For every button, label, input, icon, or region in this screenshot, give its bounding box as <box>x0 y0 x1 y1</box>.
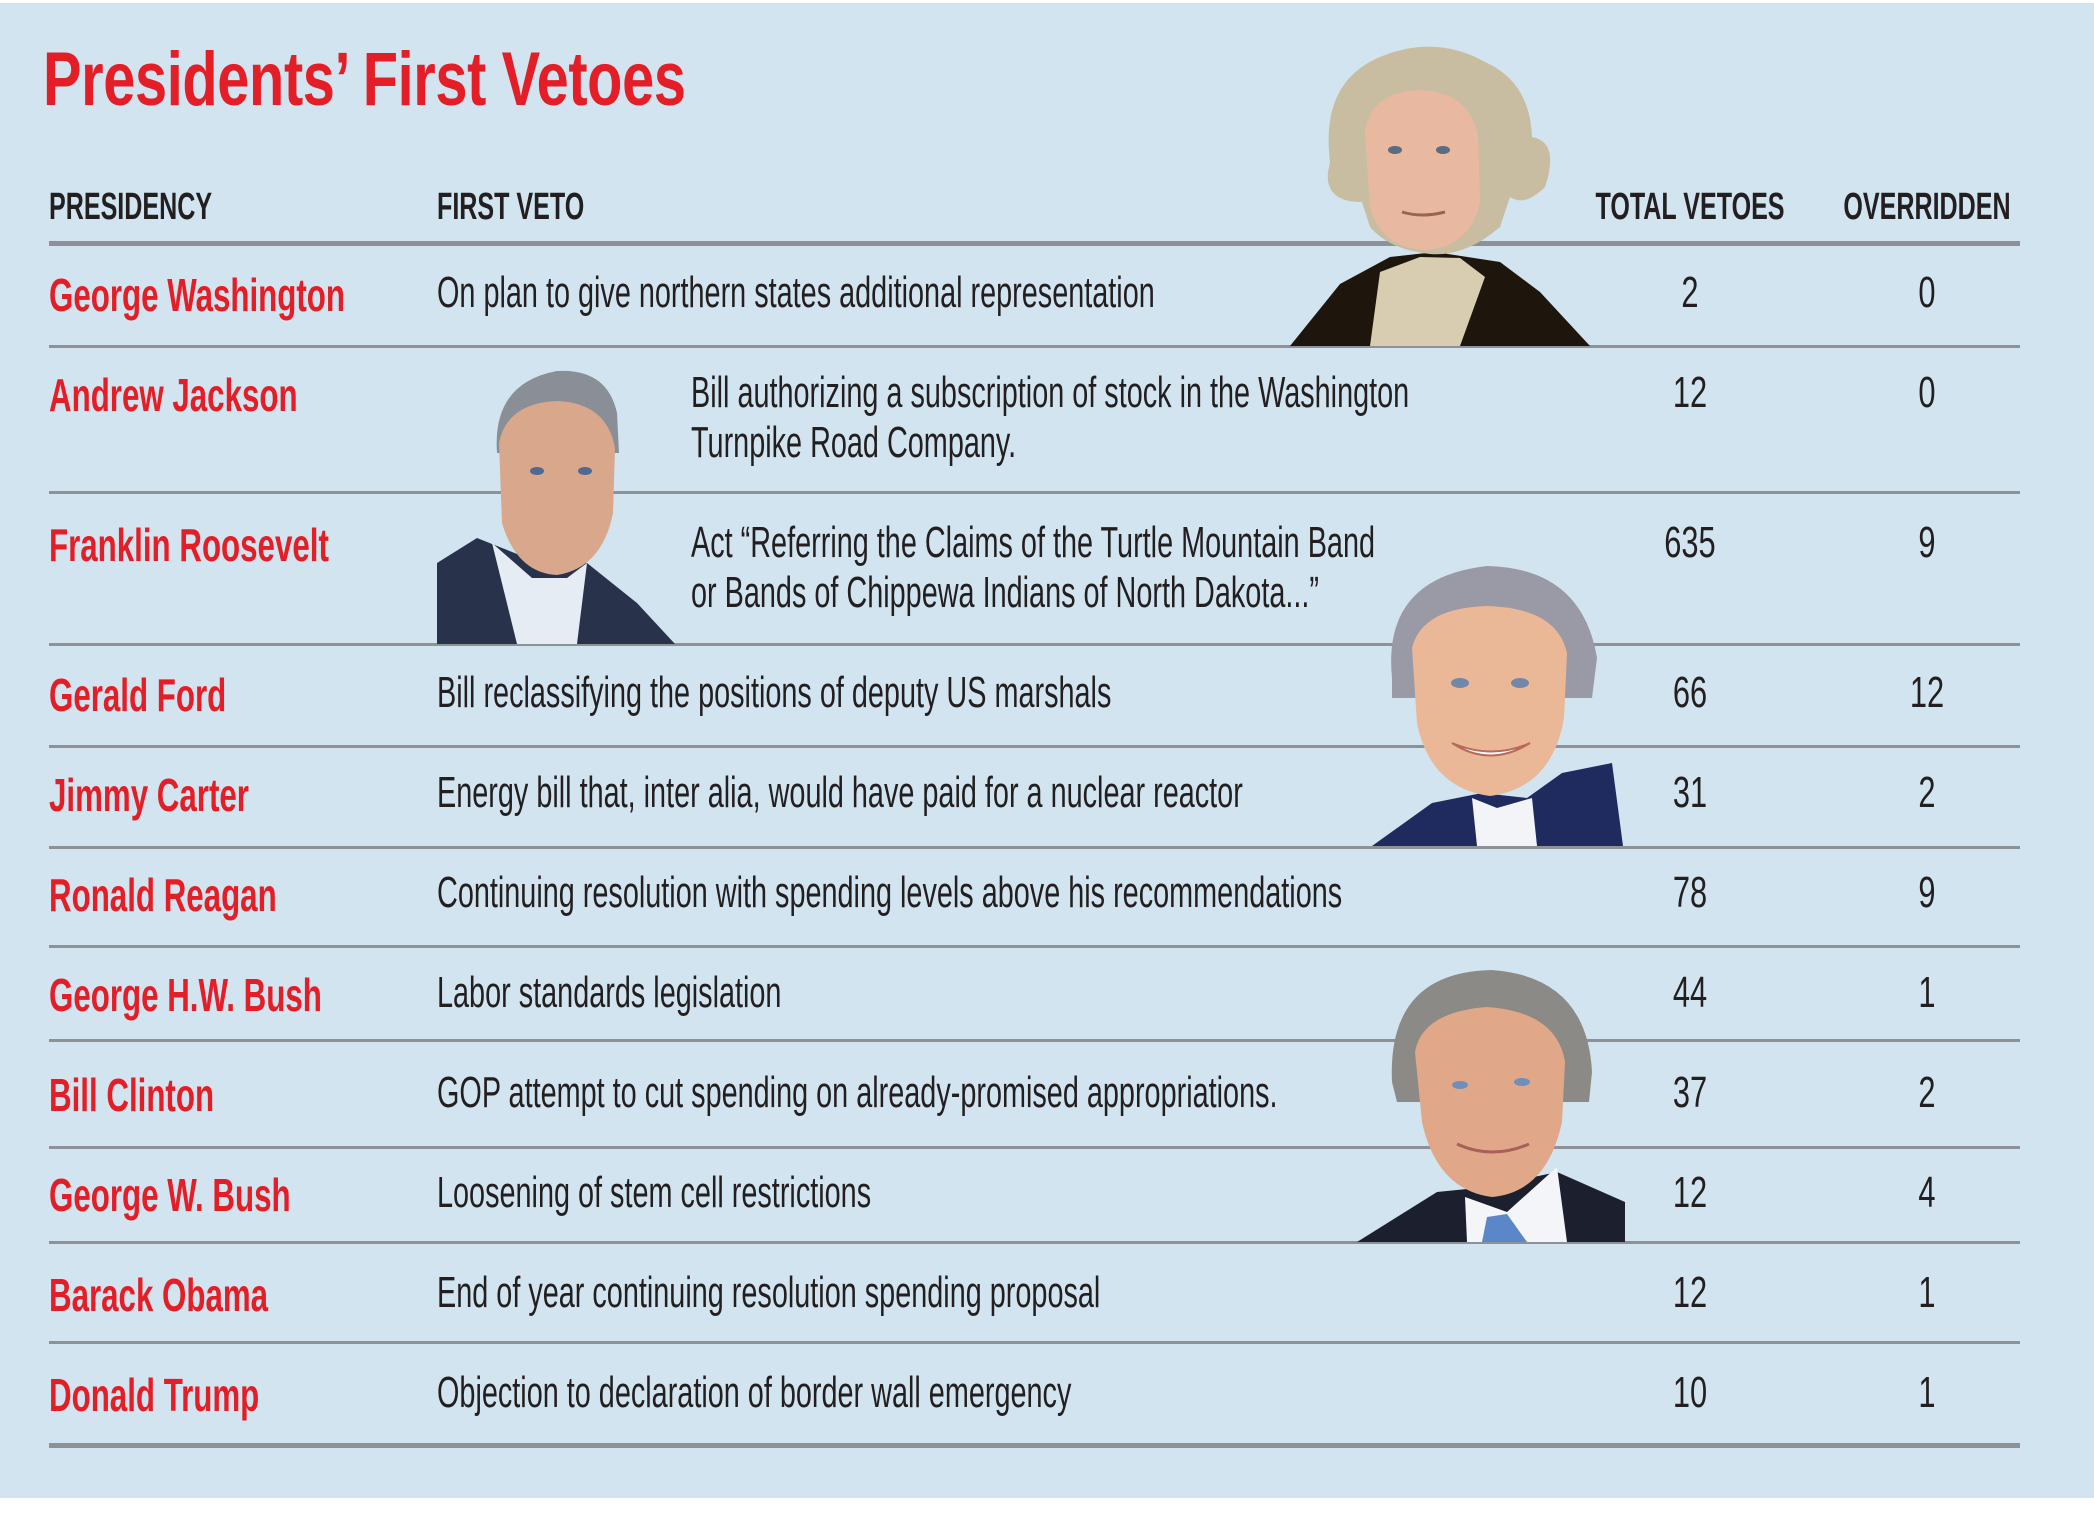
president-name: George W. Bush <box>49 1169 291 1221</box>
first-veto-text: Loosening of stem cell restrictions <box>437 1168 872 1217</box>
first-veto-line: Turnpike Road Company. <box>691 418 1017 467</box>
row-divider <box>49 745 2020 748</box>
first-veto-line: Bill authorizing a subscription of stock… <box>691 368 1410 417</box>
total-vetoes-value: 66 <box>1672 668 1708 717</box>
infographic-panel <box>0 3 2094 1498</box>
column-header-first-veto: FIRST VETO <box>437 186 585 228</box>
overridden-value: 0 <box>1918 368 1936 417</box>
total-vetoes-value: 10 <box>1672 1368 1708 1417</box>
president-name: Bill Clinton <box>49 1069 215 1121</box>
first-veto-text: On plan to give northern states addition… <box>437 268 1155 317</box>
president-name: George H.W. Bush <box>49 969 322 1021</box>
portrait-roosevelt-image <box>437 370 675 644</box>
table-bottom-rule <box>49 1443 2020 1448</box>
row-divider <box>49 643 2020 646</box>
portrait-bush-image <box>1357 970 1625 1242</box>
row-divider <box>49 345 2020 348</box>
first-veto-text: Bill authorizing a subscription of stock… <box>691 368 1409 468</box>
overridden-value: 9 <box>1918 868 1936 917</box>
total-vetoes-value: 12 <box>1672 1168 1708 1217</box>
overridden-value: 1 <box>1918 968 1936 1017</box>
president-name: Donald Trump <box>49 1369 260 1421</box>
overridden-value: 9 <box>1918 518 1936 567</box>
president-name: Barack Obama <box>49 1269 269 1321</box>
overridden-value: 2 <box>1918 768 1936 817</box>
row-divider <box>49 945 2020 948</box>
row-divider <box>49 1146 2020 1149</box>
page-title: Presidents’ First Vetoes <box>43 37 686 122</box>
column-header-total-vetoes: TOTAL VETOES <box>1595 186 1785 228</box>
overridden-value: 12 <box>1909 668 1945 717</box>
portrait-carter-image <box>1372 566 1623 846</box>
total-vetoes-value: 78 <box>1672 868 1708 917</box>
total-vetoes-value: 12 <box>1672 368 1708 417</box>
row-divider <box>49 1241 2020 1244</box>
first-veto-text: Continuing resolution with spending leve… <box>437 868 1343 917</box>
total-vetoes-value: 2 <box>1681 268 1699 317</box>
president-name: Gerald Ford <box>49 669 227 721</box>
first-veto-text: Bill reclassifying the positions of depu… <box>437 668 1112 717</box>
first-veto-line: Act “Referring the Claims of the Turtle … <box>691 518 1376 567</box>
first-veto-text: End of year continuing resolution spendi… <box>437 1268 1101 1317</box>
president-name: George Washington <box>49 269 346 321</box>
portrait-roosevelt <box>437 363 675 644</box>
row-divider <box>49 491 2020 494</box>
total-vetoes-value: 31 <box>1672 768 1708 817</box>
row-divider <box>49 1039 2020 1042</box>
total-vetoes-value: 12 <box>1672 1268 1708 1317</box>
column-header-overridden: OVERRIDDEN <box>1843 186 2011 228</box>
overridden-value: 0 <box>1918 268 1936 317</box>
president-name: Jimmy Carter <box>49 769 249 821</box>
overridden-value: 4 <box>1918 1168 1936 1217</box>
overridden-value: 1 <box>1918 1268 1936 1317</box>
first-veto-text: GOP attempt to cut spending on already-p… <box>437 1068 1278 1117</box>
total-vetoes-value: 635 <box>1664 518 1716 567</box>
first-veto-line: or Bands of Chippewa Indians of North Da… <box>691 568 1319 617</box>
first-veto-text: Act “Referring the Claims of the Turtle … <box>691 518 1375 618</box>
first-veto-text: Objection to declaration of border wall … <box>437 1368 1072 1417</box>
row-divider <box>49 1341 2020 1344</box>
president-name: Andrew Jackson <box>49 369 298 421</box>
first-veto-text: Energy bill that, inter alia, would have… <box>437 768 1243 817</box>
row-divider <box>49 846 2020 849</box>
portrait-bush <box>1357 952 1625 1242</box>
overridden-value: 2 <box>1918 1068 1936 1117</box>
portrait-washington-image <box>1290 46 1590 346</box>
column-header-presidency: PRESIDENCY <box>49 186 213 228</box>
total-vetoes-value: 44 <box>1672 968 1708 1017</box>
overridden-value: 1 <box>1918 1368 1936 1417</box>
president-name: Ronald Reagan <box>49 869 277 921</box>
portrait-washington <box>1270 22 1610 346</box>
portrait-carter <box>1352 548 1623 846</box>
total-vetoes-value: 37 <box>1672 1068 1708 1117</box>
president-name: Franklin Roosevelt <box>49 519 329 571</box>
first-veto-text: Labor standards legislation <box>437 968 782 1017</box>
header-rule <box>49 241 2020 246</box>
